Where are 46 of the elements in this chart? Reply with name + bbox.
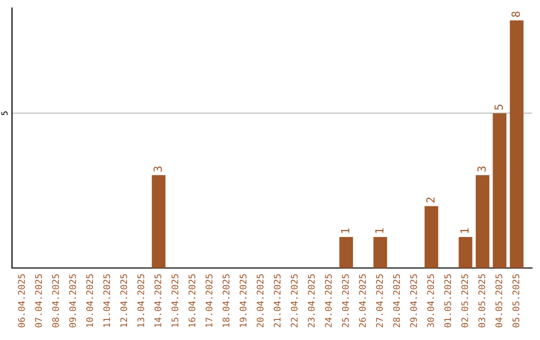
x-tick-label: 10.04.2025 [86,274,94,327]
x-tick-label: 30.04.2025 [427,274,434,328]
data-label: 3 [477,166,486,172]
x-tick-label: 06.04.2025 [18,274,25,328]
x-tick-label: 23.04.2025 [308,274,315,328]
x-tick-label: 21.04.2025 [274,274,281,328]
x-tick-label: 05.05.2025 [512,274,520,328]
x-tick-label: 20.04.2025 [256,274,264,328]
bar [510,20,524,268]
bar [476,175,490,268]
x-tick-label: 24.04.2025 [324,274,332,328]
x-tick-label: 27.04.2025 [376,274,383,328]
data-label: 1 [341,228,350,233]
bar [152,175,166,268]
x-tick-label: 13.04.2025 [137,274,144,327]
x-tick-label: 08.04.2025 [52,274,59,328]
data-label: 2 [426,198,435,202]
bar [373,237,388,268]
x-tick-label: 26.04.2025 [359,274,366,328]
x-tick-label: 16.04.2025 [188,274,196,327]
data-label: 5 [494,104,503,110]
x-tick-label: 02.05.2025 [461,274,468,328]
bar [458,237,472,268]
x-tick-label: 19.04.2025 [240,274,247,327]
x-tick-label: 14.04.2025 [154,274,162,327]
x-tick-label: 03.05.2025 [478,274,486,328]
bar [424,206,438,268]
x-tick-label: 25.04.2025 [342,274,349,328]
x-tick-label: 15.04.2025 [171,274,178,327]
x-tick-label: 12.04.2025 [120,274,128,327]
x-tick-label: 28.04.2025 [393,274,400,328]
bar [492,113,506,268]
data-label: 8 [512,12,520,17]
x-tick-label: 17.04.2025 [206,274,212,327]
x-tick-label: 09.04.2025 [69,274,76,328]
x-tick-label: 29.04.2025 [410,274,418,328]
x-tick-label: 22.04.2025 [290,274,298,328]
x-tick-label: 11.04.2025 [103,274,110,327]
x-tick-label: 18.04.2025 [222,274,230,327]
data-label: 3 [153,166,162,172]
data-label: 1 [460,228,469,233]
bar [339,237,353,268]
x-tick-label: 04.05.2025 [495,274,502,328]
x-tick-label: 07.04.2025 [35,274,42,328]
x-tick-label: 01.05.2025 [444,274,452,328]
data-label: 1 [375,228,384,233]
